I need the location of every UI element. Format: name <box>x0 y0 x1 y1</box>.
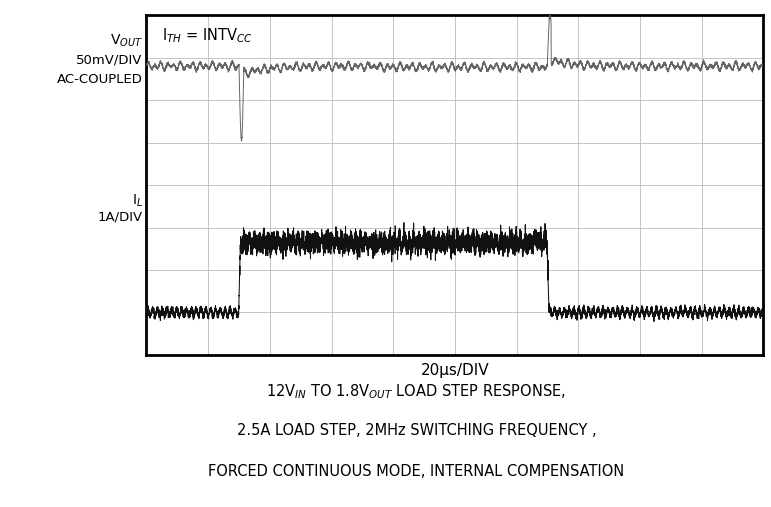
Text: 12V$_{IN}$ TO 1.8V$_{OUT}$ LOAD STEP RESPONSE,: 12V$_{IN}$ TO 1.8V$_{OUT}$ LOAD STEP RES… <box>267 383 566 402</box>
Text: FORCED CONTINUOUS MODE, INTERNAL COMPENSATION: FORCED CONTINUOUS MODE, INTERNAL COMPENS… <box>208 464 625 479</box>
Text: 20μs/DIV: 20μs/DIV <box>420 363 490 378</box>
Text: 50mV/DIV: 50mV/DIV <box>76 53 143 66</box>
Text: I$_{TH}$ = INTV$_{CC}$: I$_{TH}$ = INTV$_{CC}$ <box>162 26 253 45</box>
Text: 1A/DIV: 1A/DIV <box>97 211 143 224</box>
Text: 2.5A LOAD STEP, 2MHz SWITCHING FREQUENCY ,: 2.5A LOAD STEP, 2MHz SWITCHING FREQUENCY… <box>237 423 596 439</box>
Text: AC-COUPLED: AC-COUPLED <box>57 73 143 86</box>
Text: I$_{L}$: I$_{L}$ <box>132 193 143 209</box>
Text: V$_{OUT}$: V$_{OUT}$ <box>109 33 143 49</box>
